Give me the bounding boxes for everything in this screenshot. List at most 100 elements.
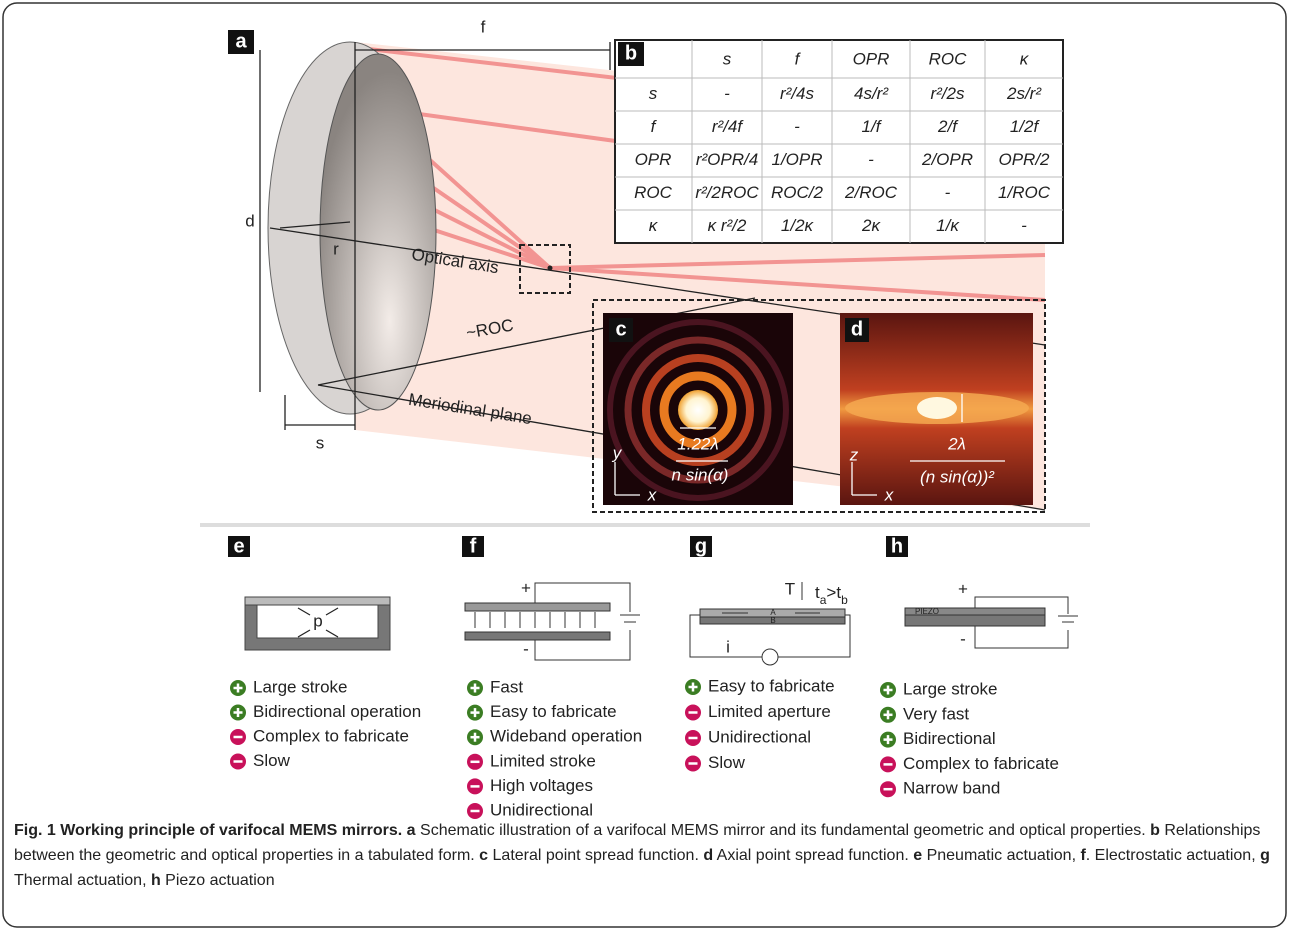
caption-text: Thermal actuation, [14, 872, 151, 889]
row-header: s [649, 84, 658, 103]
caption-text: a [407, 822, 416, 839]
temperature-label: T [785, 579, 795, 598]
psf-numerator: 2λ [947, 434, 966, 453]
table-cell: 2/f [937, 117, 959, 136]
current-label: i [726, 637, 730, 656]
list-item: Narrow band [903, 779, 1000, 798]
table-cell: κ r²/2 [708, 216, 747, 235]
table-cell: 2κ [861, 216, 881, 235]
electrostatic-diagram [465, 583, 640, 660]
table-cell: 1/2κ [781, 216, 815, 235]
axis-label: x [647, 485, 657, 504]
layer-label: B [770, 616, 775, 625]
table-cell: r²/2s [931, 84, 966, 103]
row-header: ROC [634, 183, 673, 202]
label-d: d [245, 211, 254, 230]
label-s: s [316, 433, 325, 452]
list-item: Unidirectional [708, 727, 811, 746]
panel-label: a [235, 30, 247, 52]
list-item: Limited aperture [708, 702, 831, 721]
table-cell: - [724, 84, 730, 103]
list-item: Large stroke [253, 677, 348, 696]
axis-label: z [849, 445, 859, 464]
table-cell: r²/2ROC [695, 183, 759, 202]
caption-text: Axial point spread function. [713, 847, 913, 864]
caption-text: Schematic illustration of a varifocal ME… [416, 822, 1151, 839]
table-cell: 1/ROC [998, 183, 1051, 202]
panel-label: e [233, 535, 244, 557]
list-item: Easy to fabricate [490, 702, 617, 721]
table-cell: - [794, 117, 800, 136]
panel-label: d [851, 318, 863, 340]
table-cell: 2/OPR [921, 150, 973, 169]
list-item: Slow [708, 753, 746, 772]
table-cell: 2/ROC [844, 183, 898, 202]
list-item: Large stroke [903, 679, 998, 698]
plus-label: + [521, 578, 531, 597]
table-cell: r²/4f [712, 117, 745, 136]
caption-text: Pneumatic actuation, [922, 847, 1080, 864]
list-item: Wideband operation [490, 727, 642, 746]
list-item: Easy to fabricate [708, 676, 835, 695]
list-item: Fast [490, 677, 523, 696]
column-header: OPR [853, 49, 890, 68]
panel-label: b [625, 42, 637, 64]
psf-core [917, 397, 957, 419]
caption-text: g [1260, 847, 1270, 864]
list-item: Limited stroke [490, 751, 596, 770]
table-cell: r²/4s [780, 84, 815, 103]
relation-part: b [841, 593, 848, 607]
table-cell: 2s/r² [1006, 84, 1042, 103]
table-cell: ROC/2 [771, 183, 824, 202]
relation-label: ta>tb [815, 583, 848, 607]
caption-text: b [1150, 822, 1160, 839]
list-item: High voltages [490, 776, 593, 795]
relation-part: >t [826, 583, 841, 602]
panel-label: f [470, 535, 477, 557]
material-label: PIEZO [915, 607, 939, 616]
page: a f d s r Optical axis ~ROC Meriodinal p… [0, 0, 1290, 932]
table-cell: 1/f [862, 117, 883, 136]
lens-front [320, 54, 436, 410]
table-cell: - [868, 150, 874, 169]
psf-denominator: (n sin(α))² [920, 467, 995, 486]
caption-text: d [703, 847, 713, 864]
label-f: f [481, 17, 486, 36]
table-cell: r²OPR/4 [696, 150, 758, 169]
list-item: Unidirectional [490, 800, 593, 819]
axis-label: x [884, 485, 894, 504]
caption-text: Fig. 1 Working principle of varifocal ME… [14, 822, 407, 839]
table-cell: 4s/r² [854, 84, 889, 103]
plus-label: + [958, 579, 968, 598]
minus-label: - [523, 639, 529, 658]
table-frame [615, 40, 1063, 243]
caption-text: e [913, 847, 922, 864]
table-cell: - [1021, 216, 1027, 235]
table-cell: 1/κ [936, 216, 960, 235]
table: bsfOPRROCκs-r²/4s4s/r²r²/2s2s/r²fr²/4f-1… [615, 40, 1063, 243]
caption: Fig. 1 Working principle of varifocal ME… [14, 818, 1276, 893]
axis-label: y [612, 443, 623, 462]
list-item: Very fast [903, 704, 969, 723]
list-item: Bidirectional [903, 729, 996, 748]
panel-label: h [891, 535, 903, 557]
pressure-label: p [313, 611, 322, 630]
row-header: OPR [635, 150, 672, 169]
table-cell: OPR/2 [998, 150, 1050, 169]
caption-text: Lateral point spread function. [488, 847, 703, 864]
panel-label: c [615, 318, 626, 340]
caption-text: Piezo actuation [161, 872, 275, 889]
minus-label: - [960, 629, 966, 648]
caption-text: h [151, 872, 161, 889]
caption-text: . Electrostatic actuation, [1086, 847, 1260, 864]
figure: a f d s r Optical axis ~ROC Meriodinal p… [0, 0, 1290, 932]
table-cell: 1/2f [1010, 117, 1041, 136]
psf-numerator: 1.22λ [677, 434, 718, 453]
panel-label: g [695, 535, 707, 557]
caption-text: c [479, 847, 488, 864]
list-item: Complex to fabricate [903, 754, 1059, 773]
column-header: s [723, 49, 732, 68]
piezo-diagram [905, 597, 1078, 648]
label-r: r [333, 239, 339, 258]
